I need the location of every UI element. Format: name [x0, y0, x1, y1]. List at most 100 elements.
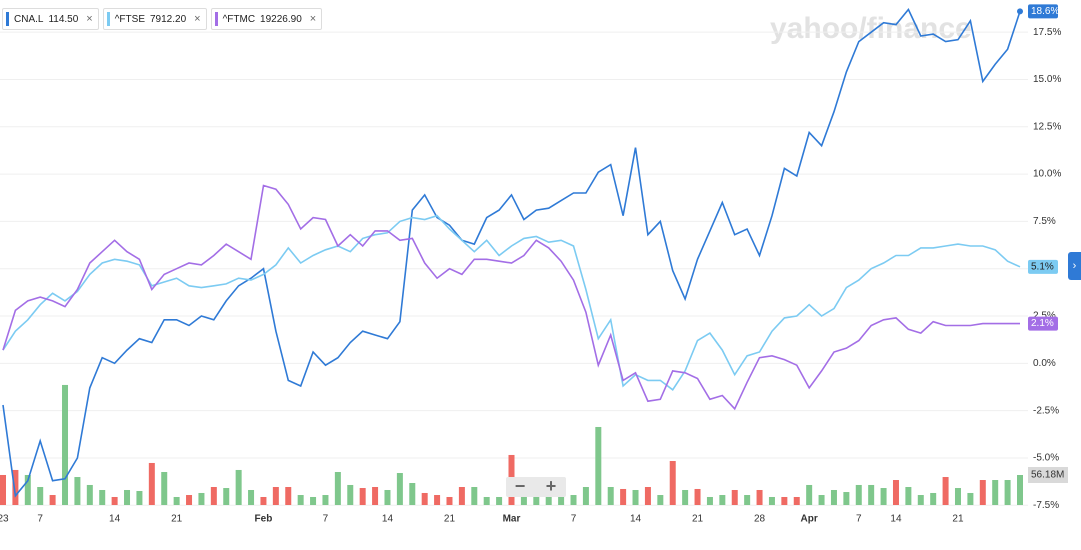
remove-button[interactable]: × [194, 13, 201, 25]
volume-bar [136, 491, 143, 505]
y-tick-label: 17.5% [1033, 27, 1061, 38]
x-tick-label: Mar [503, 514, 521, 525]
volume-bar [322, 495, 329, 505]
legend-chip: ^FTMC 19226.90 × [210, 8, 323, 30]
volume-bar [1017, 474, 1023, 505]
volume-bar [744, 495, 751, 505]
volume-bar [880, 488, 887, 505]
volume-bar [458, 487, 465, 505]
volume-bar [855, 484, 862, 505]
volume-bar [582, 487, 589, 505]
x-tick-label: 21 [171, 514, 183, 525]
y-tick-label: 0.0% [1033, 358, 1056, 369]
volume-bar [830, 489, 837, 505]
volume-bar [173, 496, 180, 505]
legend-quote: 19226.90 [260, 13, 302, 25]
volume-bar [359, 488, 366, 505]
last-point [1017, 8, 1023, 15]
volume-bar [396, 473, 403, 505]
volume-label: 56.18M [1031, 470, 1064, 481]
legend-swatch [106, 12, 110, 26]
volume-bar [892, 480, 899, 505]
volume-bar [99, 489, 106, 505]
volume-bar [471, 487, 478, 505]
side-tab[interactable]: › [1068, 252, 1081, 280]
volume-bar [818, 495, 825, 505]
volume-label-box [1028, 466, 1068, 483]
volume-bar [62, 384, 69, 505]
volume-bar [198, 492, 205, 505]
volume-bar [644, 487, 651, 505]
volume-bar [905, 487, 912, 505]
volume-bar [632, 489, 639, 505]
last-label-box [1028, 316, 1058, 331]
volume-bar [235, 469, 242, 505]
volume-bar [434, 495, 441, 505]
legend-swatch [6, 12, 9, 26]
legend-name: ^FTSE [114, 13, 145, 25]
volume-bar [384, 489, 391, 505]
zoom-box [506, 477, 566, 497]
y-tick-label: 12.5% [1033, 121, 1061, 132]
volume-bar [731, 489, 738, 505]
x-tick-label: 21 [692, 514, 704, 525]
volume-bar [421, 492, 428, 505]
last-label: 2.1% [1031, 318, 1054, 329]
series-line [2, 8, 1021, 498]
y-tick-label: -2.5% [1033, 405, 1059, 416]
last-label-box [1028, 4, 1058, 19]
legend-quote: 7912.20 [149, 13, 187, 25]
remove-button[interactable]: × [309, 13, 317, 25]
y-tick-label: -5.0% [1033, 453, 1059, 464]
x-tick-label: 14 [109, 514, 121, 525]
x-tick-label: 7 [323, 514, 329, 525]
volume-bar [520, 495, 527, 505]
volume-bar [124, 489, 131, 505]
x-tick-label: 23 [0, 514, 9, 525]
watermark: yahoo/finance [770, 12, 972, 45]
volume-bar [483, 496, 490, 505]
volume-bar [161, 471, 168, 505]
volume-bar [24, 474, 31, 505]
x-tick-label: Apr [801, 514, 818, 525]
x-tick-label: 14 [382, 514, 394, 525]
volume-bar [297, 495, 304, 505]
volume-bar [806, 484, 813, 505]
remove-button[interactable]: × [86, 13, 93, 25]
volume-bar [942, 477, 949, 505]
volume-bar [682, 489, 689, 505]
volume-bar [12, 469, 19, 505]
last-label-box [1028, 259, 1058, 274]
legend-chip: ^FTSE 7912.20 × [102, 8, 207, 30]
volume-bar [223, 488, 230, 505]
x-tick-label: 7 [571, 514, 577, 525]
volume-bar [930, 492, 937, 505]
x-tick-label: 21 [444, 514, 456, 525]
legend-swatch [214, 12, 218, 26]
volume-bar [545, 496, 552, 505]
volume-bar [979, 480, 986, 505]
zoom-button[interactable]: + [546, 476, 557, 496]
volume-bar [706, 496, 713, 505]
volume-bar [272, 487, 279, 505]
legend-name: ^FTMC [222, 13, 256, 25]
volume-bar [917, 495, 924, 505]
y-tick-label: 10.0% [1033, 169, 1061, 180]
last-label: 18.6% [1031, 6, 1059, 17]
volume-bar [868, 484, 875, 505]
volume-bar [260, 496, 267, 505]
volume-bar [86, 484, 93, 505]
legend-chip: CNA.L 114.50 × [2, 8, 99, 30]
x-tick-label: 28 [754, 514, 766, 525]
y-tick-label: 15.0% [1033, 74, 1061, 85]
volume-bar [334, 471, 341, 505]
last-label: 5.1% [1031, 261, 1054, 272]
volume-bar [967, 492, 974, 505]
volume-bar [694, 488, 701, 505]
x-tick-label: 7 [37, 514, 43, 525]
series-line [2, 214, 1021, 391]
zoom-button[interactable]: − [515, 476, 526, 496]
volume-bar [533, 496, 540, 505]
